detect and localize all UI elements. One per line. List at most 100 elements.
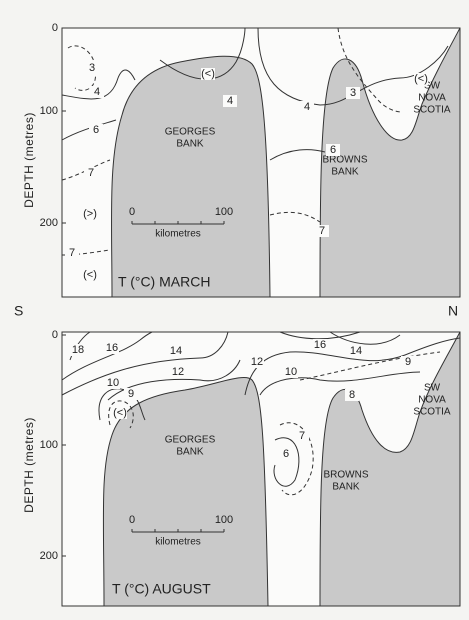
contour-label: 7 [299,430,305,442]
isotherm [299,351,441,381]
contour-label: 12 [172,366,184,378]
y-tick-label: 200 [40,217,58,229]
panel-march [61,27,461,298]
label-bg [84,167,98,179]
contour-label: (<) [83,269,97,281]
isotherm [61,331,229,396]
contour-label: 16 [106,342,118,354]
label-bg [83,208,97,220]
contour-label: 7 [319,225,325,237]
label-bg [90,86,104,98]
contour-label: 6 [93,124,99,136]
contour-label: 4 [94,86,100,98]
isotherm [257,27,449,106]
region-label: SW [424,383,441,394]
isotherm [279,422,314,496]
region-label: BROWNS [323,155,368,166]
region-label: BANK [176,139,204,150]
contour-label: (<) [414,73,428,85]
contour-label: (<) [201,68,215,80]
contour-label: (>) [83,208,97,220]
label-bg [65,247,79,259]
scale-tick-label: 0 [129,514,135,526]
scale-tick-label: 100 [215,514,233,526]
region-label: GEORGES [165,435,216,446]
y-tick-label: 0 [52,329,58,341]
label-bg [89,124,103,136]
contour-label: (<) [113,407,127,419]
georges-bank [102,376,269,607]
scale-unit: kilometres [155,537,201,548]
contour-label: 10 [107,377,119,389]
region-label: BANK [331,167,359,178]
region-label: SW [424,81,441,92]
label-bg [250,356,264,368]
scale-unit: kilometres [155,229,201,240]
region-label: SCOTIA [413,407,451,418]
contour-label: 9 [405,356,411,368]
label-bg [346,87,360,99]
direction-right: N [448,303,458,319]
contour-label: 9 [128,388,134,400]
y-tick-label: 200 [40,550,58,562]
label-bg [401,356,415,368]
y-tick-label: 0 [52,22,58,34]
contour-label: 4 [227,95,233,107]
isotherm [108,400,134,429]
contour-label: 10 [285,366,297,378]
direction-left: S [14,303,23,319]
isotherm [259,371,421,396]
region-label: SCOTIA [413,105,451,116]
label-bg [85,62,99,74]
scale-tick-label: 100 [215,206,233,218]
region-label: BANK [332,482,360,493]
isotherm [61,331,153,381]
label-bg [171,366,185,378]
georges-bank [110,55,271,298]
label-bg [223,95,237,107]
contour-label: 4 [304,101,310,113]
contour-label: 7 [88,167,94,179]
y-axis-label: DEPTH (metres) [22,417,36,513]
contour-label: 3 [350,87,356,99]
label-bg [279,448,293,460]
label-bg [326,144,340,156]
label-bg [315,225,329,237]
isotherm [159,27,246,80]
panel-august [61,331,461,607]
label-bg [300,101,314,113]
isotherm [269,149,326,161]
label-bg [345,389,359,401]
label-bg [113,407,127,419]
contour-label: 14 [170,345,182,357]
isotherm [67,45,97,91]
region-label: NOVA [418,93,446,104]
panel-title: T (°C) MARCH [118,274,210,290]
label-bg [83,269,97,281]
contour-label: 16 [314,339,326,351]
region-label: BANK [176,447,204,458]
scale-tick-label: 0 [129,206,135,218]
panel-title: T (°C) AUGUST [112,581,211,597]
isotherm [329,331,401,345]
contour-label: 18 [72,344,84,356]
isotherm [279,331,361,340]
contour-label: 7 [69,247,75,259]
contour-label: 8 [349,389,355,401]
label-bg [349,345,363,357]
y-axis-label: DEPTH (metres) [22,112,36,208]
isotherm [337,27,403,113]
isotherm [61,69,136,100]
label-bg [313,339,327,351]
contour-label: 14 [350,345,362,357]
contour-label: 12 [251,356,263,368]
label-bg [295,430,309,442]
isotherm [107,359,241,401]
region-label: BROWNS [324,470,369,481]
contour-label: 6 [283,448,289,460]
label-bg [106,377,120,389]
label-bg [284,366,298,378]
contour-label: 3 [89,62,95,74]
isotherm [69,331,91,361]
